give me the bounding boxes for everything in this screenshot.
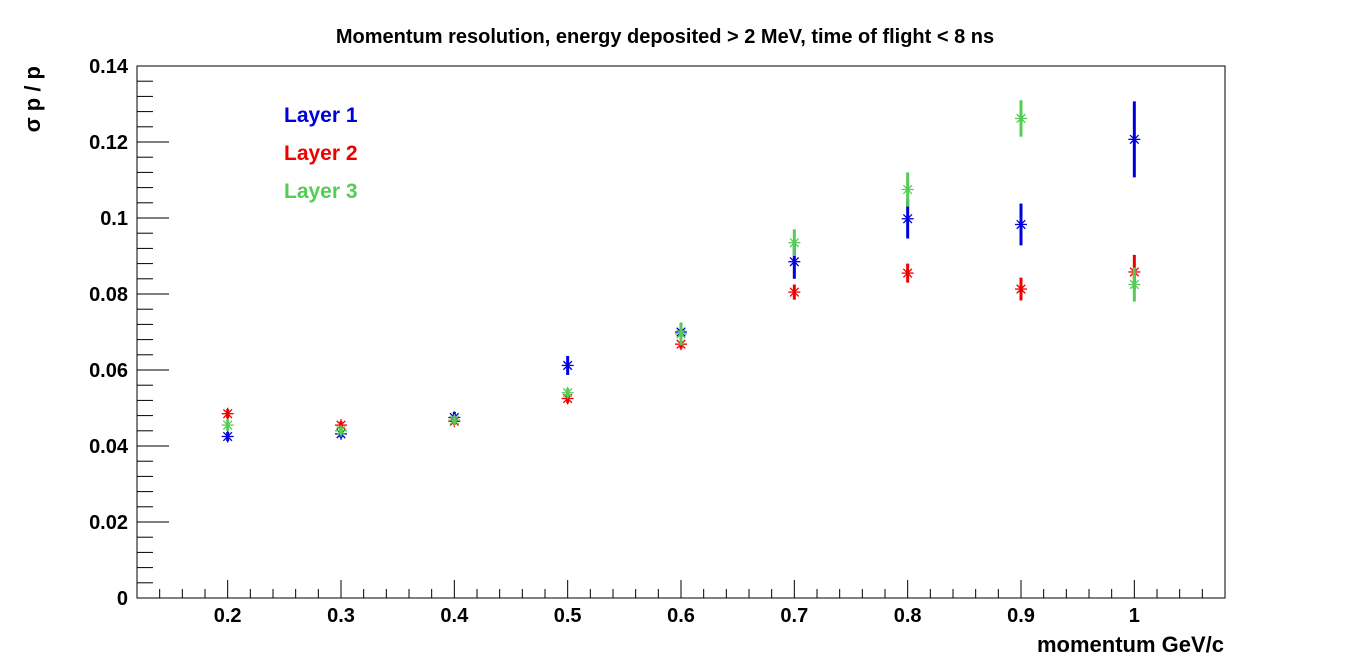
data-point xyxy=(1128,133,1141,146)
data-point xyxy=(788,286,801,299)
legend-entry-layer-1: Layer 1 xyxy=(284,104,358,127)
data-point xyxy=(1015,218,1027,231)
data-point xyxy=(448,414,461,427)
data-point xyxy=(788,236,801,249)
legend-entry-layer-3: Layer 3 xyxy=(284,180,358,203)
x-tick-label: 0.5 xyxy=(554,605,582,627)
x-tick-label: 0.3 xyxy=(327,605,355,627)
x-tick-label: 0.4 xyxy=(440,605,469,627)
y-tick-label: 0.04 xyxy=(89,436,129,458)
y-tick-label: 0.1 xyxy=(100,208,128,230)
data-point xyxy=(1015,112,1027,125)
data-point xyxy=(221,419,234,432)
x-tick-label: 0.9 xyxy=(1007,605,1035,627)
data-point xyxy=(561,359,574,372)
x-axis-ticks: 0.2 0.3 0.4 0.5 0.6 0.7 0.8 0.9 1 xyxy=(159,580,1203,627)
y-tick-label: 0.14 xyxy=(89,56,129,78)
x-tick-label: 0.7 xyxy=(780,605,808,627)
y-tick-label: 0 xyxy=(117,588,128,610)
data-point xyxy=(221,430,234,443)
data-point xyxy=(221,407,234,420)
data-point xyxy=(561,386,574,399)
legend: Layer 1 Layer 2 Layer 3 xyxy=(284,104,358,203)
data-point xyxy=(901,212,914,225)
data-series xyxy=(221,100,1141,443)
x-tick-label: 0.6 xyxy=(667,605,695,627)
y-tick-label: 0.02 xyxy=(89,512,128,534)
x-tick-label: 0.8 xyxy=(894,605,922,627)
x-axis-label: momentum GeV/c xyxy=(1037,632,1224,657)
y-tick-label: 0.06 xyxy=(89,360,128,382)
x-tick-label: 0.2 xyxy=(214,605,242,627)
data-point xyxy=(901,267,914,280)
data-point xyxy=(788,255,801,268)
y-tick-label: 0.08 xyxy=(89,284,128,306)
legend-entry-layer-2: Layer 2 xyxy=(284,142,358,165)
data-point xyxy=(675,327,687,340)
data-point xyxy=(335,424,347,437)
data-point xyxy=(1128,278,1141,291)
series-layer-3 xyxy=(221,100,1141,437)
y-axis-label: σ p / p xyxy=(20,66,45,132)
data-point xyxy=(901,183,914,196)
series-layer-1 xyxy=(221,101,1141,443)
data-point xyxy=(1015,283,1027,296)
chart-title: Momentum resolution, energy deposited > … xyxy=(336,26,994,48)
y-axis-ticks: 0 0.02 0.04 0.06 0.08 0.1 0.12 0.14 xyxy=(89,56,169,610)
x-tick-label: 1 xyxy=(1129,605,1140,627)
y-tick-label: 0.12 xyxy=(89,132,128,154)
